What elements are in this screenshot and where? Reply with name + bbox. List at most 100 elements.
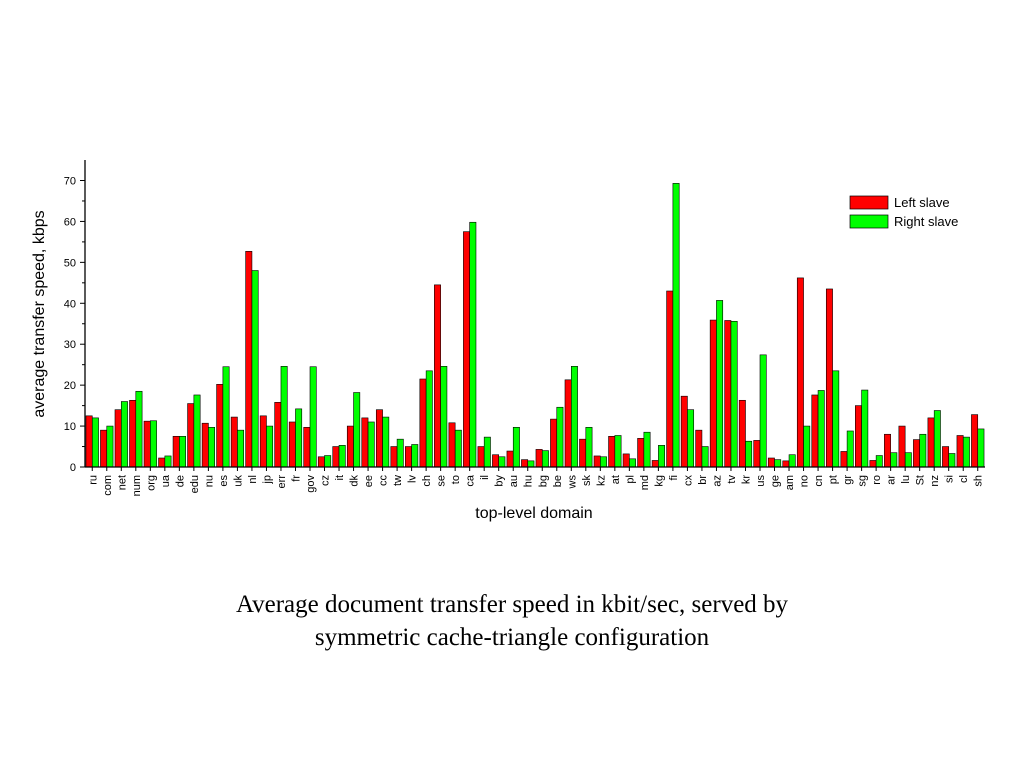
bar-right-nl xyxy=(251,270,259,468)
bar-right-sk xyxy=(585,426,593,468)
bar-left-pt xyxy=(825,288,833,468)
bar-right-ws xyxy=(570,366,578,468)
x-tick-label-nz: nz xyxy=(929,475,941,487)
x-tick-label-ca: ca xyxy=(465,474,477,487)
bar-left-nz xyxy=(927,417,935,468)
x-tick-label-us: us xyxy=(755,475,767,487)
x-tick-label-ge: ge xyxy=(770,475,782,487)
bar-left-it xyxy=(332,446,340,468)
x-tick-label-com: com xyxy=(102,475,114,496)
bar-right-to xyxy=(454,429,462,468)
bar-left-am xyxy=(782,460,790,468)
x-tick-label-lv: lv xyxy=(407,475,419,483)
bar-right-ge xyxy=(774,459,782,468)
x-tick-label-to: to xyxy=(450,475,462,484)
y-tick-label: 20 xyxy=(64,380,76,392)
bar-right-num xyxy=(135,390,143,468)
x-tick-label-ar: ar xyxy=(886,475,898,485)
y-tick-label: 0 xyxy=(70,462,76,474)
bar-right-us xyxy=(759,354,767,468)
bar-left-ar xyxy=(884,433,891,468)
bar-left-se xyxy=(434,284,441,468)
x-axis-title: top-level domain xyxy=(475,505,592,522)
bar-right-ua xyxy=(164,455,172,468)
bar-right-cz xyxy=(324,455,332,468)
bar-right-jp xyxy=(266,425,274,468)
bar-left-gr xyxy=(840,451,848,468)
bar-left-si xyxy=(942,446,950,468)
bar-left-tw xyxy=(390,446,398,468)
bar-right-at xyxy=(614,435,622,468)
bar-right-tv xyxy=(730,320,738,468)
bar-right-err xyxy=(280,366,288,468)
bar-right-com xyxy=(106,425,114,468)
x-tick-label-pl: pl xyxy=(624,475,636,484)
bar-left-nu xyxy=(201,422,209,468)
bars-layer xyxy=(85,183,985,468)
y-axis-title: average transfer speed, kbps xyxy=(31,210,48,417)
x-tick-label-il: il xyxy=(479,475,491,480)
bar-left-lv xyxy=(405,446,412,468)
x-tick-label-cx: cx xyxy=(682,475,694,487)
bar-left-cz xyxy=(317,456,325,468)
bar-left-dk xyxy=(346,425,354,468)
bar-left-com xyxy=(100,429,108,468)
x-tick-label-ee: ee xyxy=(363,475,375,487)
bar-left-sh xyxy=(971,414,979,468)
x-tick-label-fr: fr xyxy=(290,475,302,482)
legend: Left slave Right slave xyxy=(849,195,958,229)
bar-left-sk xyxy=(579,438,587,468)
x-tick-label-cn: cn xyxy=(813,475,825,487)
bar-right-be xyxy=(556,406,564,468)
bar-right-uk xyxy=(237,429,245,468)
bar-right-si xyxy=(948,453,956,468)
axes-layer: 0 10 20 30 40 50 60 70 ru com net num org ua de edu nu es… xyxy=(64,160,985,496)
bar-right-am xyxy=(788,454,796,468)
x-tick-label-ro: ro xyxy=(871,475,883,485)
bar-left-err xyxy=(274,402,282,468)
x-tick-label-err: err xyxy=(276,475,288,489)
legend-label-right-slave: Right slave xyxy=(894,214,958,229)
bar-left-by xyxy=(492,454,500,468)
bar-left-sg xyxy=(855,405,862,468)
x-tick-label-gr: gr xyxy=(842,475,854,485)
x-tick-label-kg: kg xyxy=(653,475,665,487)
x-tick-label-cl: cl xyxy=(958,475,970,483)
x-tick-label-ua: ua xyxy=(160,474,172,487)
bar-left-md xyxy=(637,438,645,468)
bar-right-lv xyxy=(411,444,419,468)
bar-right-ca xyxy=(469,221,477,468)
bar-left-kr xyxy=(738,399,746,468)
bar-right-cx xyxy=(687,409,695,468)
bar-left-cc xyxy=(375,409,383,468)
x-tick-label-br: br xyxy=(697,475,709,485)
bar-left-cx xyxy=(680,395,688,468)
y-tick-label: 30 xyxy=(64,339,76,351)
x-tick-label-au: au xyxy=(508,475,520,487)
x-tick-label-net: net xyxy=(116,475,128,490)
bar-right-br xyxy=(701,446,709,468)
bar-left-bg xyxy=(535,449,543,468)
x-tick-label-dk: dk xyxy=(349,475,361,487)
x-tick-label-se: se xyxy=(436,475,448,487)
bar-right-ro xyxy=(875,455,883,468)
x-tick-label-St: St xyxy=(915,475,927,485)
x-tick-label-edu: edu xyxy=(189,475,201,493)
bar-right-fi xyxy=(672,183,680,468)
x-tick-label-bg: bg xyxy=(537,475,549,487)
bar-left-no xyxy=(796,277,804,468)
caption-line-1: Average document transfer speed in kbit/… xyxy=(235,591,789,618)
legend-swatch-left-slave xyxy=(849,195,889,210)
bar-right-cl xyxy=(962,436,970,468)
x-tick-label-sg: sg xyxy=(857,475,869,487)
bar-left-fr xyxy=(288,421,296,468)
bar-left-net xyxy=(114,409,122,468)
x-tick-label-de: de xyxy=(174,475,186,487)
bar-right-sh xyxy=(977,428,985,468)
bar-right-cc xyxy=(382,416,390,468)
caption-line-2: symmetric cache-triangle configuration xyxy=(314,624,710,651)
x-tick-label-tw: tw xyxy=(392,475,404,486)
y-tick-label: 70 xyxy=(64,176,76,188)
x-tick-label-tv: tv xyxy=(726,475,738,484)
